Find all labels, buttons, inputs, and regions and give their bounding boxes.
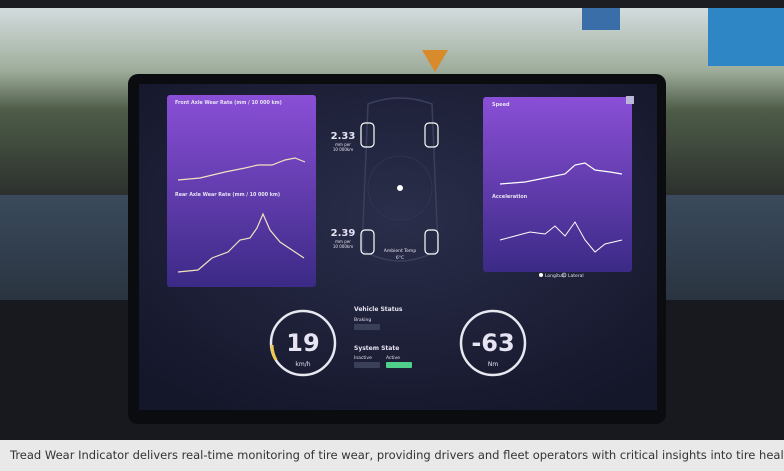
chart-line	[177, 212, 305, 273]
speed-panel	[483, 97, 632, 272]
road-sign	[582, 8, 620, 30]
roof	[0, 0, 784, 8]
section-title: Vehicle Status	[354, 306, 403, 313]
legend-marker	[539, 273, 543, 277]
wear-unit: 10 000km	[333, 147, 353, 152]
gauge-value: -63	[471, 329, 514, 357]
gauge-unit: Nm	[488, 361, 498, 368]
panel-title: Rear Axle Wear Rate (mm / 10 000 km)	[175, 192, 280, 198]
status-label: Braking	[354, 317, 371, 323]
gauge-value: 19	[286, 329, 319, 357]
state-indicator	[386, 362, 412, 368]
legend-label: Longitud.	[545, 273, 566, 279]
tire-icon	[424, 229, 439, 255]
panel-title: Front Axle Wear Rate (mm / 10 000 km)	[175, 100, 282, 106]
yield-sign	[422, 50, 448, 72]
road-sign	[708, 8, 784, 66]
panel-title: Speed	[492, 102, 510, 108]
wear-unit: 10 000km	[333, 244, 353, 249]
tire-icon	[360, 122, 375, 148]
panel-title: Acceleration	[492, 194, 528, 200]
wear-value: 2.33	[331, 131, 356, 142]
status-indicator	[354, 324, 380, 330]
state-label: Inactive	[354, 355, 372, 361]
gauge-arc	[270, 344, 278, 361]
gauge-ring	[269, 309, 337, 377]
ambient-value: 6°C	[396, 255, 404, 261]
legend-label: Lateral	[568, 273, 584, 279]
settings-icon[interactable]	[626, 96, 634, 104]
legend-marker	[561, 272, 567, 278]
chart-line	[499, 221, 623, 253]
photo: Front Axle Wear Rate (mm / 10 000 km) Re…	[0, 0, 784, 440]
wear-value: 2.39	[331, 228, 356, 239]
gauge-ring	[459, 309, 527, 377]
wear-unit: mm per	[335, 239, 351, 244]
chart-line	[499, 162, 623, 185]
tire-icon	[424, 122, 439, 148]
front-axle-panel	[167, 95, 316, 287]
section-title: System State	[354, 345, 399, 352]
wear-unit: mm per	[335, 142, 351, 147]
caption: Tread Wear Indicator delivers real-time …	[0, 440, 784, 471]
ambient-label: Ambient Temp	[384, 248, 417, 254]
radar-center	[397, 185, 403, 191]
gauge-unit: km/h	[295, 361, 310, 368]
chart-line	[177, 157, 306, 181]
tire-icon	[360, 229, 375, 255]
state-label: Active	[386, 355, 400, 361]
radar-circle	[367, 155, 433, 221]
state-indicator	[354, 362, 380, 368]
